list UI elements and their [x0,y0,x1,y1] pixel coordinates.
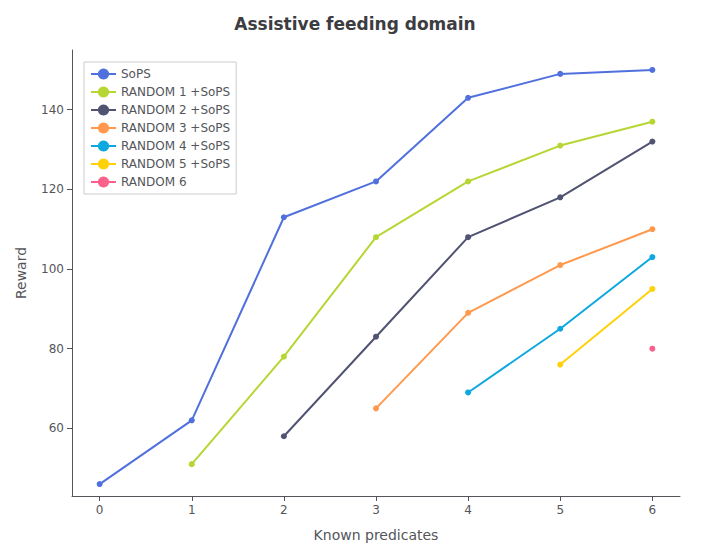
svg-text:120: 120 [41,182,64,196]
svg-text:4: 4 [464,503,472,517]
svg-text:140: 140 [41,103,64,117]
svg-text:RANDOM 2 +SoPS: RANDOM 2 +SoPS [121,103,230,117]
svg-text:RANDOM 6: RANDOM 6 [121,175,187,189]
svg-text:RANDOM 5 +SoPS: RANDOM 5 +SoPS [121,157,230,171]
svg-text:RANDOM 1 +SoPS: RANDOM 1 +SoPS [121,85,230,99]
svg-text:Assistive feeding domain: Assistive feeding domain [234,14,475,34]
svg-text:Known predicates: Known predicates [314,527,439,543]
svg-text:1: 1 [188,503,196,517]
svg-text:SoPS: SoPS [121,67,151,81]
svg-text:0: 0 [96,503,104,517]
svg-text:100: 100 [41,262,64,276]
svg-text:RANDOM 4 +SoPS: RANDOM 4 +SoPS [121,139,230,153]
svg-text:Reward: Reward [13,247,29,299]
svg-text:3: 3 [372,503,380,517]
svg-text:5: 5 [556,503,564,517]
svg-text:2: 2 [280,503,288,517]
svg-text:6: 6 [649,503,657,517]
svg-text:80: 80 [49,342,64,356]
svg-text:RANDOM 3 +SoPS: RANDOM 3 +SoPS [121,121,230,135]
svg-text:60: 60 [49,421,64,435]
